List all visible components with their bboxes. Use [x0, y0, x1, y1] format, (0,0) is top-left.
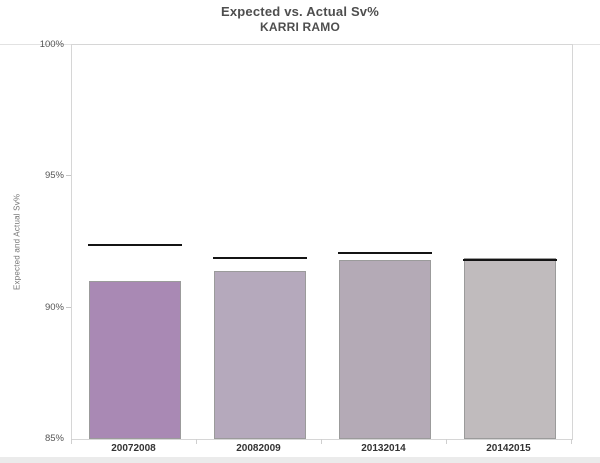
- y-axis-tick-mark: [66, 306, 71, 308]
- expected-sv-line-mark[interactable]: [212, 256, 307, 259]
- x-axis-category-label: 20142015: [486, 443, 531, 454]
- actual-sv-bar[interactable]: [88, 281, 181, 439]
- y-axis-tick-label: 100%: [39, 39, 64, 50]
- x-axis-tick-mark: [446, 439, 447, 444]
- y-axis-tick-label: 95%: [44, 170, 64, 182]
- chart-subtitle: KARRI RAMO: [260, 20, 340, 34]
- plot-area: [71, 44, 573, 440]
- expected-sv-line-mark[interactable]: [87, 243, 182, 246]
- chart-title: Expected vs. Actual Sv%: [220, 4, 380, 19]
- bottom-window-strip: [0, 457, 600, 463]
- actual-sv-bar[interactable]: [213, 270, 306, 439]
- y-axis-tick-label: 90%: [44, 301, 64, 313]
- x-axis-tick-mark: [321, 439, 322, 444]
- actual-sv-bar[interactable]: [463, 257, 556, 439]
- y-axis-title: Expected and Actual Sv%: [12, 193, 22, 290]
- x-axis-tick-mark: [571, 439, 572, 444]
- x-axis-tick-mark: [71, 439, 72, 444]
- x-axis-category-label: 20132014: [361, 443, 406, 454]
- x-axis-category-label: 20082009: [236, 443, 281, 454]
- x-axis-tick-mark: [196, 439, 197, 444]
- expected-sv-line-mark[interactable]: [462, 259, 557, 262]
- y-axis-tick-label: 85%: [44, 433, 64, 444]
- chart-title-block: Expected vs. Actual Sv% KARRI RAMO: [0, 4, 600, 34]
- expected-sv-line-mark[interactable]: [337, 251, 432, 254]
- y-axis-tick-mark: [66, 175, 71, 177]
- x-axis-category-label: 20072008: [111, 443, 156, 454]
- actual-sv-bar[interactable]: [338, 260, 431, 439]
